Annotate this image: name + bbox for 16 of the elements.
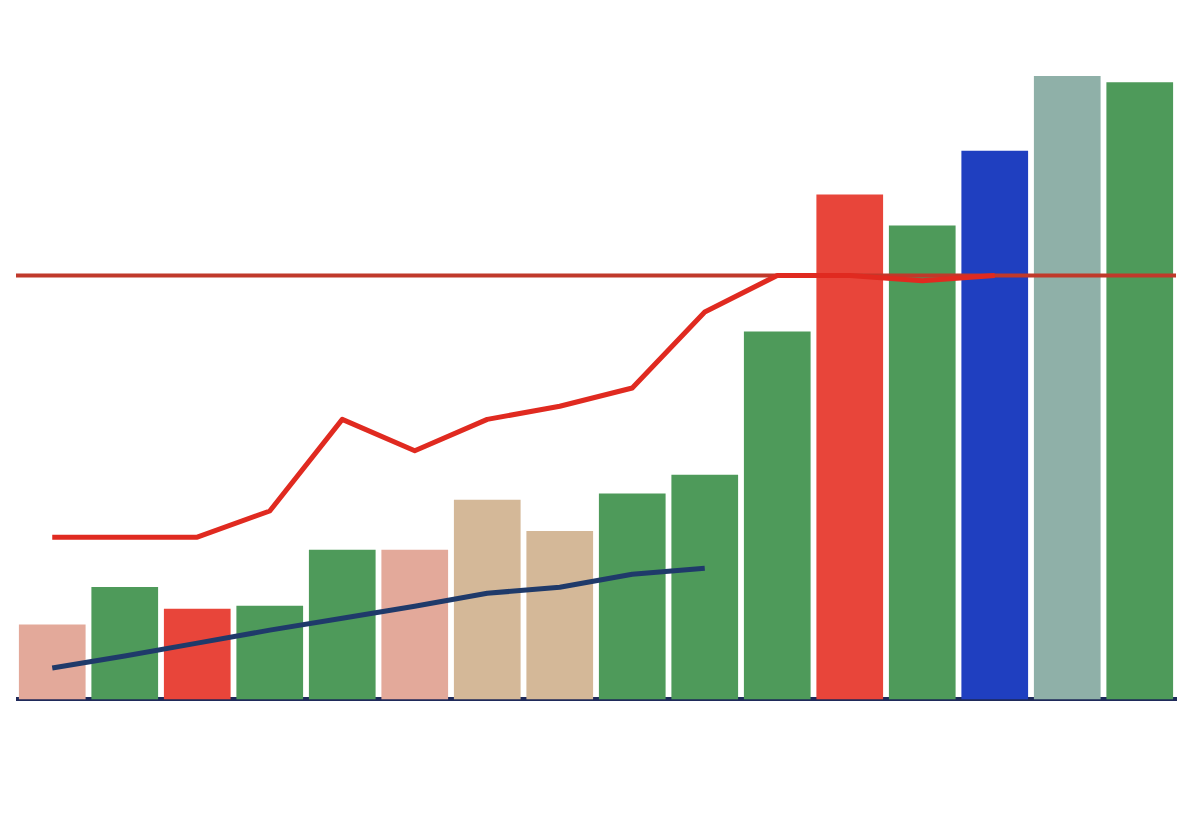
- bar: [1033, 76, 1101, 700]
- bar: [598, 493, 666, 700]
- bar: [18, 624, 86, 700]
- bar: [381, 549, 449, 700]
- bar: [163, 608, 231, 700]
- bar: [888, 225, 956, 700]
- bar: [1106, 82, 1174, 700]
- bar: [526, 530, 594, 700]
- bar: [91, 587, 159, 700]
- bar: [236, 605, 304, 700]
- bar: [453, 499, 521, 700]
- bar: [816, 194, 884, 700]
- bar: [308, 549, 376, 700]
- bar: [961, 150, 1029, 700]
- bar: [671, 474, 739, 700]
- bar: [743, 331, 811, 700]
